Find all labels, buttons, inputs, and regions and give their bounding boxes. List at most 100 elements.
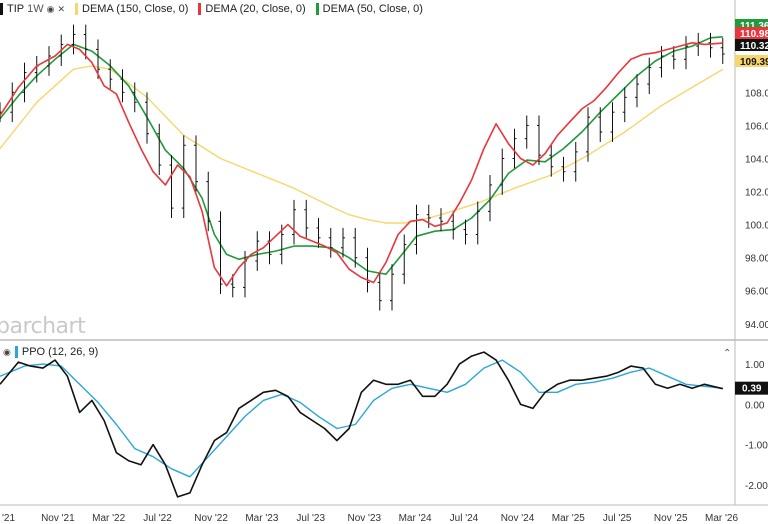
price-bar [708, 32, 713, 58]
price-bar [328, 227, 333, 258]
dema20-label: DEMA (20, Close, 0) [205, 3, 306, 15]
dema50-label: DEMA (50, Close, 0) [322, 3, 423, 15]
x-tick-label: Nov '22 [194, 513, 228, 524]
price-bar [684, 36, 688, 70]
legend-period: 1W [27, 3, 44, 15]
close-icon[interactable]: ✕ [57, 3, 66, 14]
ppo-value-badge [735, 381, 768, 395]
price-bar [671, 46, 676, 70]
x-tick-label: Jul '25 [603, 513, 632, 524]
price-bar [169, 155, 174, 218]
barchart-watermark: barchart [0, 314, 86, 339]
price-bar [267, 231, 272, 265]
price-bar [647, 57, 652, 95]
price-bar [475, 201, 480, 245]
value-badge-text: 110.32 [740, 41, 768, 52]
price-tick-label: 104.00 [745, 154, 768, 165]
ppo-tick-label: -1.00 [745, 441, 768, 452]
price-bar [83, 24, 88, 60]
price-bar [390, 264, 394, 311]
price-bar [377, 272, 382, 311]
x-tick-label: Mar '22 [92, 513, 125, 524]
legend-symbol[interactable]: TIP 1W ◉ ✕ [0, 3, 65, 15]
price-bar [157, 123, 162, 176]
price-bar [512, 128, 517, 169]
price-bar [610, 102, 615, 142]
x-tick-label: Jul '22 [143, 513, 172, 524]
price-bar [132, 82, 137, 113]
price-legend: TIP 1W ◉ ✕ DEMA (150, Close, 0) DEMA (20… [0, 0, 433, 18]
x-tick-label: Nov '23 [348, 513, 382, 524]
symbol-swatch [0, 3, 3, 15]
legend-dema150[interactable]: DEMA (150, Close, 0) [75, 3, 188, 15]
eye-icon[interactable]: ◉ [46, 3, 55, 14]
ppo-line [0, 351, 723, 498]
x-tick-label: Jul '24 [450, 513, 479, 524]
price-bar [145, 92, 149, 144]
value-badge-text: 110.98 [740, 29, 768, 40]
x-tick-label: Jul '23 [296, 513, 325, 524]
ppo-value-text: 0.39 [742, 384, 762, 395]
price-tick-label: 96.00 [745, 287, 768, 298]
ppo-label: PPO (12, 26, 9) [21, 346, 99, 358]
price-bar [353, 227, 358, 268]
value-badge-text: 111.36 [740, 21, 768, 32]
price-bar [696, 32, 701, 57]
price-tick-label: 98.00 [745, 254, 768, 265]
value-badge [735, 27, 768, 39]
price-bar [463, 219, 468, 245]
price-bar [524, 115, 529, 149]
ppo-swatch [14, 346, 18, 358]
price-tick-label: 108.00 [745, 88, 768, 99]
value-badge-text: 109.39 [740, 57, 768, 68]
dema20-swatch [198, 3, 202, 15]
price-bar [426, 204, 431, 228]
price-bar [598, 107, 603, 142]
price-bar [341, 227, 345, 258]
price-tick-label: 102.00 [745, 188, 768, 199]
price-bar [720, 37, 725, 64]
dema50-swatch [315, 3, 319, 15]
x-tick-label: Mar '25 [552, 513, 585, 524]
price-bar [22, 62, 27, 103]
x-tick-label: Nov '21 [41, 513, 75, 524]
price-bar [622, 87, 627, 123]
ppo-legend[interactable]: ◉ PPO (12, 26, 9) [0, 344, 98, 360]
price-tick-label: 94.00 [745, 320, 768, 331]
price-bar [365, 247, 370, 293]
dema150-label: DEMA (150, Close, 0) [82, 3, 189, 15]
price-bar [292, 199, 296, 245]
price-bar [561, 156, 566, 182]
price-bar [304, 199, 309, 238]
ppo-tick-label: 0.00 [745, 400, 765, 411]
price-bar [120, 69, 125, 103]
legend-dema50[interactable]: DEMA (50, Close, 0) [315, 3, 423, 15]
price-bar [194, 135, 198, 192]
collapse-chevron-icon[interactable]: ⌃ [723, 348, 731, 359]
price-bar [10, 82, 15, 123]
dema20-line [0, 42, 723, 287]
price-bar [218, 211, 223, 295]
price-bar [488, 175, 492, 222]
x-tick-label: Mar '23 [245, 513, 278, 524]
price-tick-label: 106.00 [745, 121, 768, 132]
value-badge [735, 55, 768, 67]
price-bar [71, 24, 76, 55]
signal-line [0, 359, 723, 478]
price-bar [108, 59, 113, 90]
price-bar [402, 234, 407, 285]
dema150-swatch [75, 3, 79, 15]
price-bar [586, 107, 590, 162]
value-badge [735, 39, 768, 51]
price-bar [500, 148, 505, 195]
x-tick-label: Nov '24 [501, 513, 535, 524]
price-tick-label: 100.00 [745, 221, 768, 232]
legend-symbol-text: TIP [7, 3, 25, 15]
eye-icon[interactable]: ◉ [3, 346, 11, 357]
legend-dema20[interactable]: DEMA (20, Close, 0) [198, 3, 306, 15]
price-bar [635, 74, 639, 108]
price-bar [181, 135, 186, 218]
dema50-line [0, 36, 723, 275]
x-tick-label: '21 [2, 513, 15, 524]
